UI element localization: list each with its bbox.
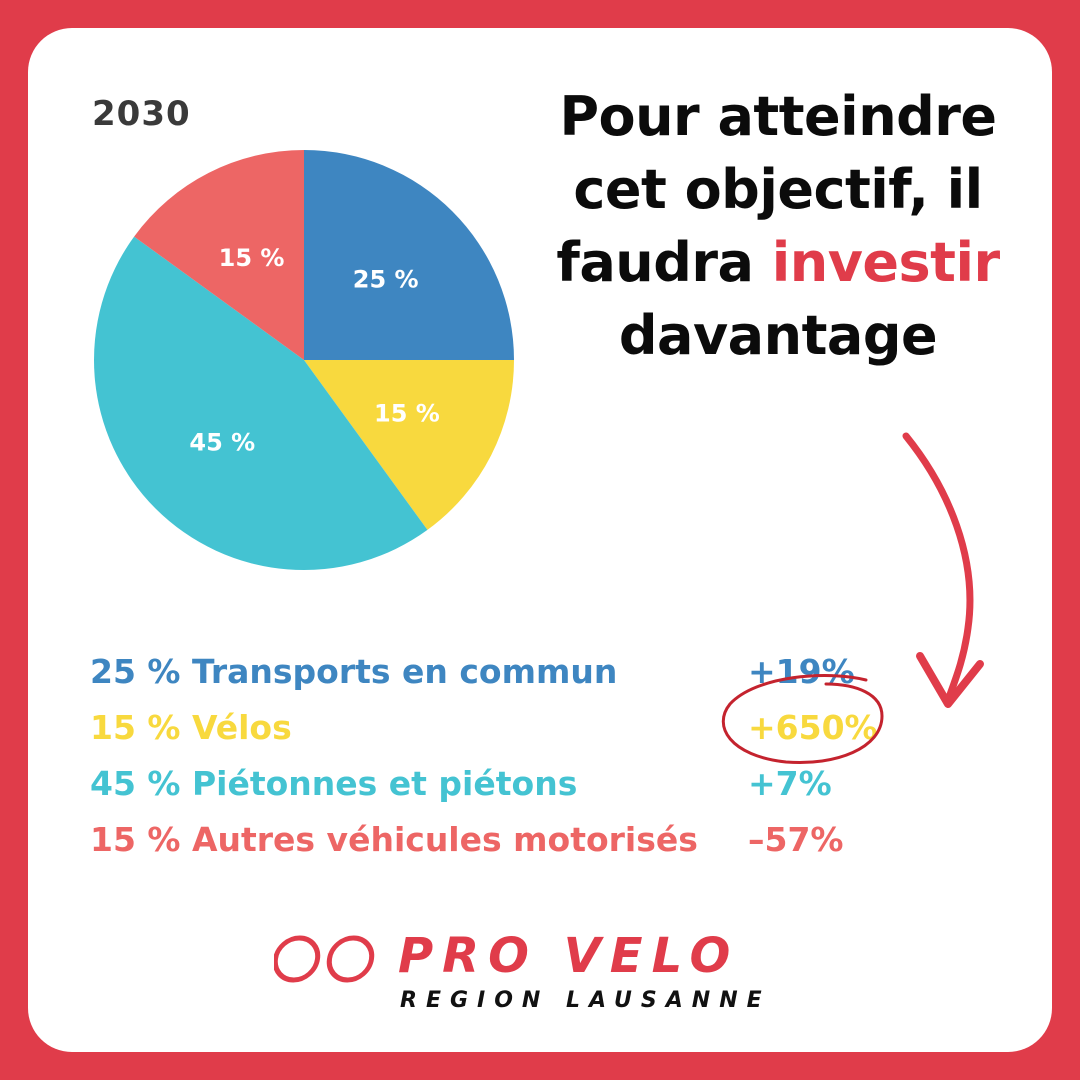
headline-line-2: cet objectif, il xyxy=(573,158,983,221)
legend-label: 15 % Vélos xyxy=(90,708,292,747)
logo-name: PRO VELO xyxy=(398,928,740,984)
headline: Pour atteindre cet objectif, il faudra i… xyxy=(528,80,1028,372)
headline-highlight: investir xyxy=(771,231,1000,294)
pie-chart: 25 % 15 % 45 % 15 % xyxy=(94,150,514,570)
chart-title: 2030 xyxy=(92,94,191,134)
legend-change: +650% xyxy=(748,708,878,747)
pie-label-3: 45 % xyxy=(189,429,255,457)
bicycle-wheels-icon xyxy=(274,935,375,983)
logo-region: REGION LAUSANNE xyxy=(400,988,771,1013)
headline-line-1: Pour atteindre xyxy=(559,85,997,148)
legend-label: 15 % Autres véhicules motorisés xyxy=(90,820,698,859)
curved-arrow-icon xyxy=(902,432,984,708)
pie-slice-2 xyxy=(304,360,514,530)
pie-label-1: 25 % xyxy=(353,265,419,293)
pro-velo-logo: PRO VELO REGION LAUSANNE xyxy=(274,926,834,1026)
legend-row: 45 % Piétonnes et piétons +7% xyxy=(90,756,890,812)
highlight-circle-icon xyxy=(721,673,884,765)
legend-change: –57% xyxy=(748,820,844,859)
legend-change: +7% xyxy=(748,764,832,803)
pie-slice-4 xyxy=(134,150,304,360)
legend: 25 % Transports en commun +19% 15 % Vélos +… xyxy=(90,644,890,868)
legend-row: 15 % Autres véhicules motorisés –57% xyxy=(90,812,890,868)
pie-slice-1 xyxy=(304,150,514,360)
pie-slice-3 xyxy=(94,236,428,570)
legend-label: 45 % Piétonnes et piétons xyxy=(90,764,578,803)
pie-label-4: 15 % xyxy=(219,244,285,272)
headline-line-3: faudra investir xyxy=(528,226,1028,299)
card: 2030 25 % 15 % 45 % 15 % Pour atteindre cet… xyxy=(28,28,1052,1052)
headline-line-4: davantage xyxy=(618,304,938,367)
pie-label-2: 15 % xyxy=(374,399,440,427)
legend-row: 15 % Vélos +650% xyxy=(90,700,890,756)
legend-label: 25 % Transports en commun xyxy=(90,652,618,691)
headline-line-3-start: faudra xyxy=(556,231,772,294)
